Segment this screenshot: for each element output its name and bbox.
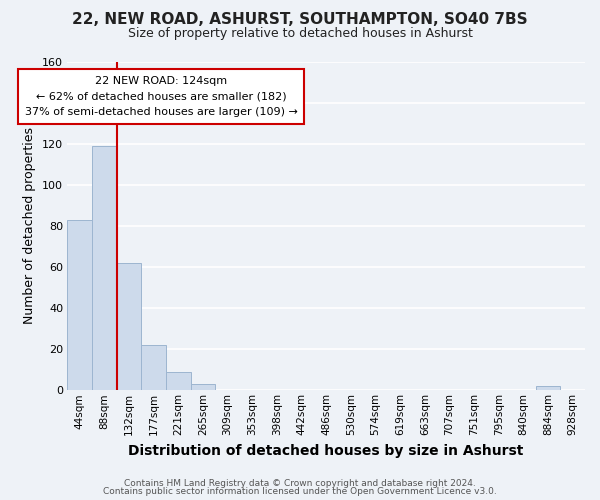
- Bar: [191, 384, 215, 390]
- Bar: [67, 220, 92, 390]
- Bar: [141, 345, 166, 391]
- Text: Size of property relative to detached houses in Ashurst: Size of property relative to detached ho…: [128, 28, 472, 40]
- Text: Contains HM Land Registry data © Crown copyright and database right 2024.: Contains HM Land Registry data © Crown c…: [124, 478, 476, 488]
- Text: 22 NEW ROAD: 124sqm
← 62% of detached houses are smaller (182)
37% of semi-detac: 22 NEW ROAD: 124sqm ← 62% of detached ho…: [25, 76, 298, 117]
- Text: 22, NEW ROAD, ASHURST, SOUTHAMPTON, SO40 7BS: 22, NEW ROAD, ASHURST, SOUTHAMPTON, SO40…: [72, 12, 528, 28]
- Y-axis label: Number of detached properties: Number of detached properties: [23, 128, 37, 324]
- Bar: [166, 372, 191, 390]
- X-axis label: Distribution of detached houses by size in Ashurst: Distribution of detached houses by size …: [128, 444, 524, 458]
- Text: Contains public sector information licensed under the Open Government Licence v3: Contains public sector information licen…: [103, 487, 497, 496]
- Bar: [536, 386, 560, 390]
- Bar: [116, 263, 141, 390]
- Bar: [92, 146, 116, 390]
